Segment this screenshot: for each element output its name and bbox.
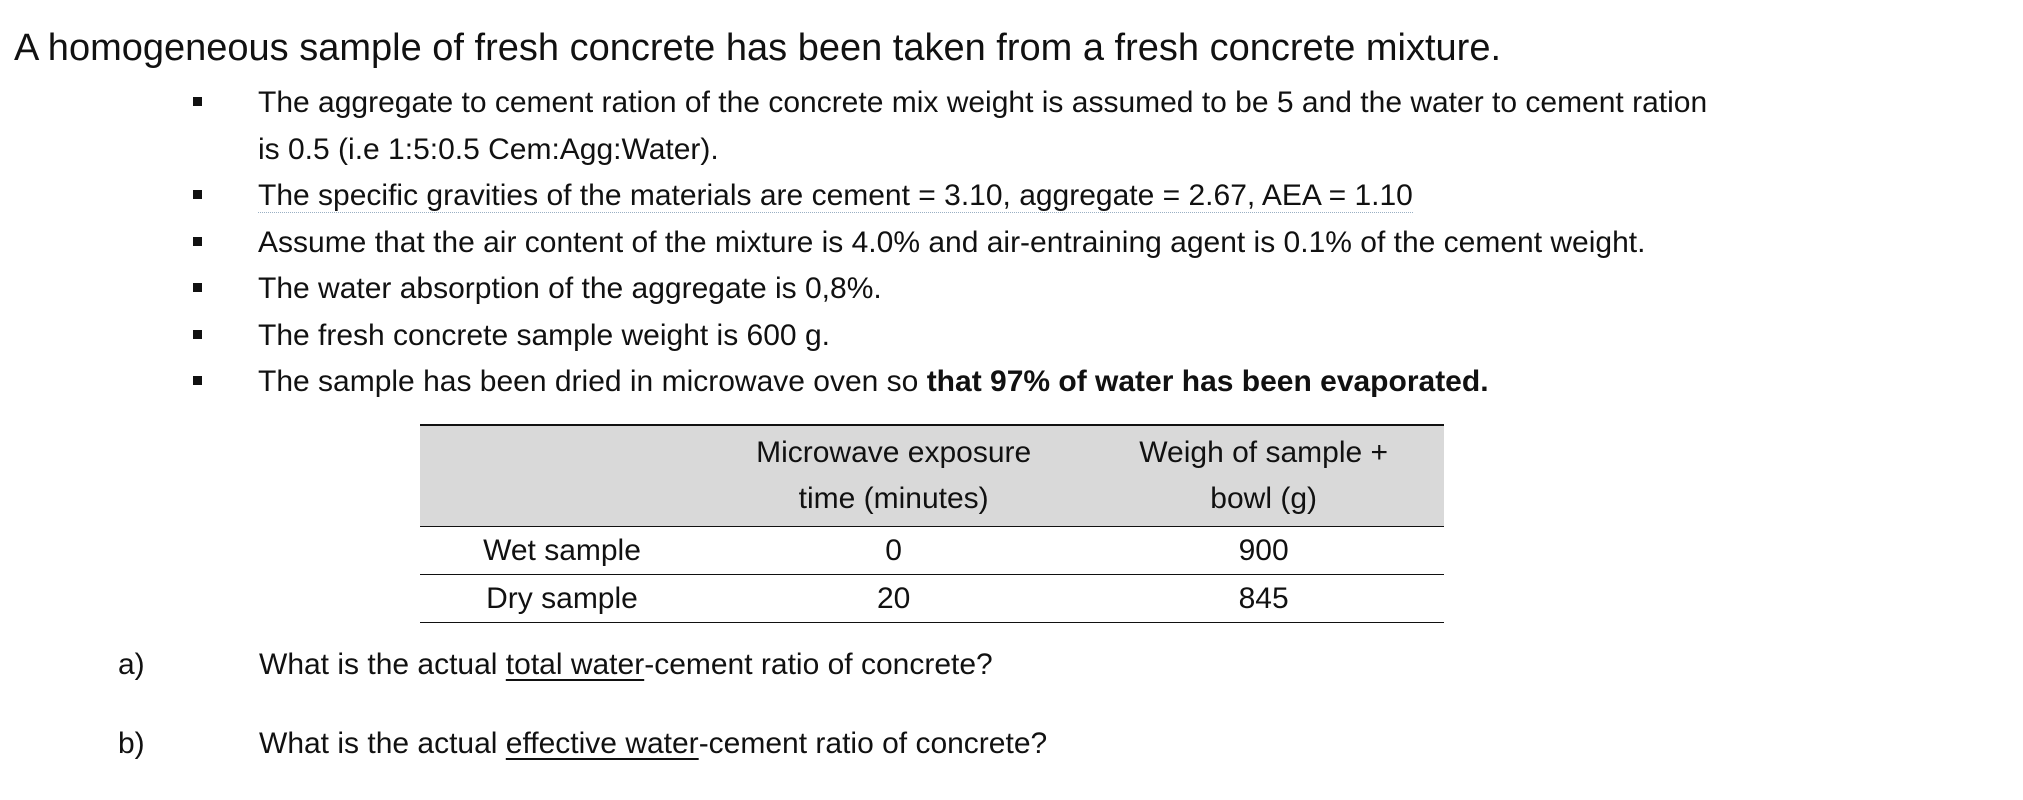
question-letter: b) <box>118 727 145 760</box>
cell-exposure-time: 0 <box>885 533 902 567</box>
bullet-bold-text: that 97% of water has been evaporated. <box>926 365 1489 398</box>
list-item: The specific gravities of the materials … <box>190 173 1990 220</box>
header-line: bowl (g) <box>1210 482 1317 515</box>
question-underlined-term: total water <box>505 648 645 681</box>
table-row: Wet sample 0 900 <box>420 527 1444 575</box>
square-bullet-icon <box>193 376 202 385</box>
measurement-table-container: Microwave exposure time (minutes) Weigh … <box>420 424 1444 623</box>
list-item: The water absorption of the aggregate is… <box>190 266 1990 313</box>
list-item: Assume that the air content of the mixtu… <box>190 220 1990 267</box>
bullet-text: Assume that the air content of the mixtu… <box>258 225 1646 259</box>
questions-list: a) What is the actual total water-cement… <box>118 642 1918 800</box>
question-text-start: What is the actual <box>259 648 506 681</box>
bullet-text: The aggregate to cement ration of the co… <box>258 80 1990 173</box>
bullet-text: The fresh concrete sample weight is 600 … <box>258 318 830 352</box>
header-line: Weigh of sample + <box>1139 436 1389 469</box>
square-bullet-icon <box>193 283 202 292</box>
bullet-line: is 0.5 (i.e 1:5:0.5 Cem:Agg:Water). <box>258 132 719 166</box>
question-b: b) What is the actual effective water-ce… <box>118 721 1918 781</box>
question-letter: a) <box>118 648 145 681</box>
given-data-list: The aggregate to cement ration of the co… <box>190 80 1990 406</box>
header-cell-label <box>420 425 704 527</box>
bullet-text: The specific gravities of the materials … <box>258 179 1413 213</box>
header-line: time (minutes) <box>798 482 989 515</box>
list-item: The aggregate to cement ration of the co… <box>190 80 1990 173</box>
row-label: Wet sample <box>483 533 641 567</box>
bullet-plain-text: The sample has been dried in microwave o… <box>258 365 927 398</box>
square-bullet-icon <box>193 97 202 106</box>
question-text-end: -cement ratio of concrete? <box>698 727 1048 760</box>
cell-weight: 845 <box>1238 581 1289 615</box>
row-label: Dry sample <box>486 581 638 615</box>
table-body: Wet sample 0 900 Dry sample 20 845 <box>420 527 1444 623</box>
square-bullet-icon <box>193 236 202 246</box>
header-cell-weight: Weigh of sample + bowl (g) <box>1083 425 1444 527</box>
square-bullet-icon <box>193 190 202 199</box>
table-row: Dry sample 20 845 <box>420 575 1444 623</box>
table-header: Microwave exposure time (minutes) Weigh … <box>420 425 1444 527</box>
question-underlined-term: effective water <box>505 727 699 760</box>
problem-title: A homogeneous sample of fresh concrete h… <box>14 27 1502 69</box>
bullet-text: The water absorption of the aggregate is… <box>258 272 882 305</box>
question-text-end: -cement ratio of concrete? <box>644 648 993 681</box>
question-text: What is the actual effective water-cemen… <box>259 721 1047 767</box>
cell-exposure-time: 20 <box>876 581 911 615</box>
table-header-row: Microwave exposure time (minutes) Weigh … <box>420 425 1444 527</box>
header-cell-exposure-time: Microwave exposure time (minutes) <box>704 425 1083 527</box>
bullet-text: The sample has been dried in microwave o… <box>258 365 1489 398</box>
square-bullet-icon <box>193 329 202 339</box>
header-line: Microwave exposure <box>756 436 1032 469</box>
measurement-table: Microwave exposure time (minutes) Weigh … <box>420 424 1444 623</box>
list-item: The sample has been dried in microwave o… <box>190 359 1990 406</box>
cell-weight: 900 <box>1238 533 1289 567</box>
question-text: What is the actual total water-cement ra… <box>259 642 993 688</box>
list-item: The fresh concrete sample weight is 600 … <box>190 313 1990 360</box>
question-a: a) What is the actual total water-cement… <box>118 642 1918 702</box>
question-text-start: What is the actual <box>259 727 506 760</box>
bullet-line: The aggregate to cement ration of the co… <box>258 86 1708 119</box>
